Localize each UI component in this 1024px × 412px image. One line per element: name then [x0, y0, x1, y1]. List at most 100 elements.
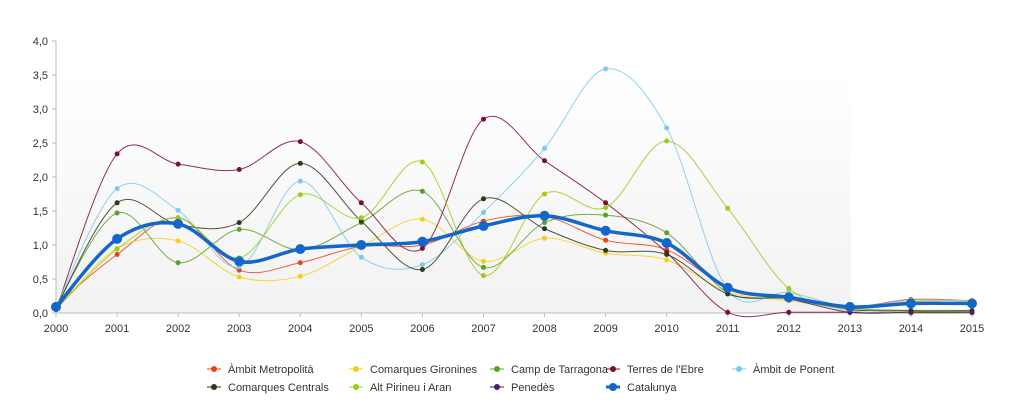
- legend-marker: [736, 366, 742, 372]
- data-point: [297, 160, 303, 166]
- data-point: [112, 233, 123, 244]
- data-point: [419, 245, 425, 251]
- legend-item-ambit-de-ponent[interactable]: Àmbit de Ponent: [732, 363, 834, 376]
- legend-item-catalunya[interactable]: Catalunya: [606, 382, 677, 394]
- x-tick-label: 2006: [410, 323, 434, 335]
- series-line: [55, 218, 973, 310]
- data-point: [725, 291, 731, 297]
- data-point: [481, 196, 486, 202]
- legend-label: Comarques Gironines: [370, 364, 477, 376]
- plot-background: [56, 75, 851, 313]
- legend-item-ambit-metropolita[interactable]: Àmbit Metropolità: [207, 363, 314, 376]
- legend-item-penedes[interactable]: Penedès: [490, 382, 555, 394]
- data-point: [603, 205, 609, 211]
- data-point: [722, 282, 733, 293]
- data-point: [603, 212, 609, 218]
- data-point: [481, 273, 486, 279]
- data-point: [175, 161, 181, 167]
- data-point: [786, 286, 792, 291]
- data-point: [481, 264, 486, 270]
- data-point: [419, 216, 425, 222]
- data-point: [295, 244, 306, 255]
- data-point: [478, 221, 489, 231]
- data-point: [908, 309, 914, 315]
- x-tick-label: 2007: [471, 323, 495, 335]
- data-point: [664, 252, 670, 257]
- legend-marker: [211, 384, 217, 390]
- data-point: [297, 139, 303, 145]
- data-point: [481, 209, 486, 215]
- legend-marker: [494, 384, 500, 390]
- data-point: [173, 218, 184, 229]
- legend-label: Catalunya: [627, 382, 677, 394]
- x-tick-label: 2002: [166, 323, 190, 335]
- legend-label: Àmbit Metropolità: [228, 363, 314, 376]
- data-point: [175, 260, 181, 266]
- data-point: [664, 138, 670, 144]
- x-tick-label: 2015: [960, 323, 984, 335]
- data-point: [967, 298, 977, 309]
- legend-item-comarques-centrals[interactable]: Comarques Centrals: [207, 382, 329, 394]
- data-point: [358, 215, 364, 221]
- x-tick-label: 2009: [593, 323, 617, 335]
- y-tick-label: 4,0: [33, 36, 48, 48]
- data-point: [114, 246, 120, 252]
- y-tick-label: 2,5: [33, 138, 48, 150]
- data-point: [175, 207, 181, 213]
- data-point: [417, 236, 428, 247]
- data-point: [481, 116, 486, 122]
- data-point: [539, 210, 550, 221]
- data-point: [358, 254, 364, 260]
- x-tick-label: 2008: [532, 323, 556, 335]
- data-point: [114, 151, 120, 157]
- x-tick-label: 2005: [349, 323, 373, 335]
- data-point: [664, 257, 670, 263]
- legend-label: Camp de Tarragona: [511, 364, 609, 376]
- data-point: [725, 205, 731, 211]
- data-point: [297, 260, 303, 266]
- data-point: [297, 273, 303, 279]
- legend-label: Terres de l'Ebre: [627, 364, 704, 376]
- legend-item-camp-de-tarragona[interactable]: Camp de Tarragona: [490, 364, 609, 376]
- y-tick-label: 0,0: [33, 308, 48, 320]
- x-tick-label: 2003: [227, 323, 251, 335]
- data-point: [786, 309, 792, 315]
- data-point: [114, 210, 120, 216]
- data-point: [236, 167, 242, 172]
- x-tick-label: 2001: [105, 323, 129, 335]
- legend-label: Alt Pirineu i Aran: [370, 382, 451, 394]
- data-point: [600, 225, 611, 236]
- legend-item-alt-pirineu-i-aran[interactable]: Alt Pirineu i Aran: [349, 382, 451, 394]
- legend-item-comarques-gironines[interactable]: Comarques Gironines: [349, 364, 477, 376]
- data-point: [175, 215, 181, 221]
- y-tick-label: 1,5: [33, 206, 48, 218]
- legend-label: Àmbit de Ponent: [753, 363, 834, 376]
- legend-item-terres-de-l-ebre[interactable]: Terres de l'Ebre: [606, 364, 704, 376]
- data-point: [783, 292, 794, 303]
- data-point: [356, 240, 367, 250]
- data-point: [844, 301, 855, 312]
- x-tick-label: 2013: [838, 323, 862, 335]
- x-tick-label: 2011: [716, 323, 740, 335]
- x-tick-label: 2012: [777, 323, 801, 335]
- y-tick-label: 2,0: [33, 172, 48, 184]
- data-point: [542, 226, 547, 232]
- data-point: [725, 309, 731, 315]
- legend-label: Comarques Centrals: [228, 382, 329, 394]
- x-tick-label: 2000: [44, 323, 68, 335]
- legend-marker: [494, 366, 500, 372]
- data-point: [358, 200, 364, 206]
- data-point: [419, 188, 425, 194]
- data-point: [114, 252, 120, 257]
- data-point: [542, 220, 547, 226]
- data-point: [51, 301, 61, 312]
- data-point: [905, 298, 916, 309]
- series-terres-de-l-ebre: [53, 115, 975, 318]
- data-point: [236, 220, 242, 226]
- data-point: [481, 258, 486, 264]
- data-point: [603, 66, 609, 72]
- data-point: [236, 226, 242, 232]
- data-point: [419, 267, 425, 272]
- data-point: [603, 237, 609, 243]
- legend-marker: [211, 366, 217, 372]
